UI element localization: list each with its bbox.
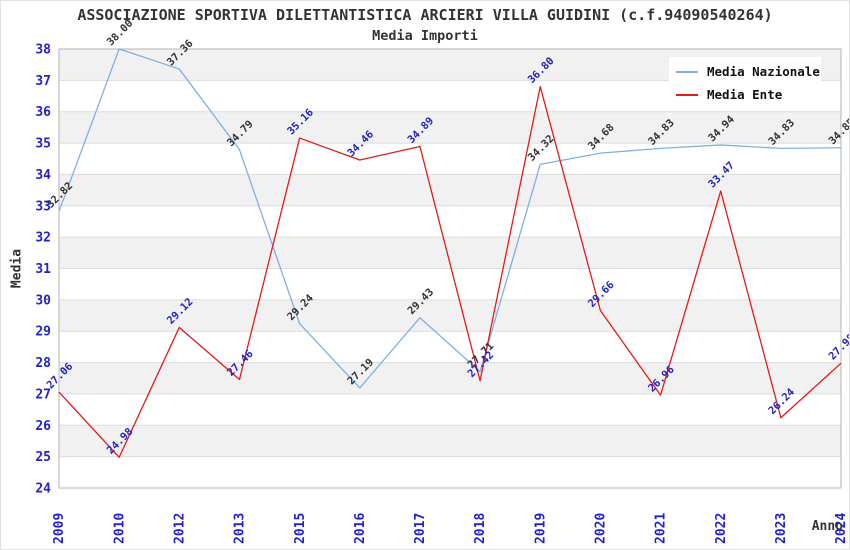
plot-border <box>58 48 842 489</box>
y-tick-label: 36 <box>35 105 51 120</box>
x-tick-label: 2019 <box>533 513 548 544</box>
legend: Media Nazionale Media Ente <box>669 57 821 110</box>
y-tick-label: 33 <box>35 199 51 214</box>
legend-line-sample-blue-icon <box>676 70 698 73</box>
y-tick-label: 28 <box>35 356 51 371</box>
x-tick-label: 2020 <box>594 513 609 544</box>
data-point-label: 38.00 <box>105 17 136 48</box>
y-tick-label: 25 <box>35 450 51 465</box>
grid-bands <box>59 49 841 457</box>
x-tick-label: 2013 <box>233 513 248 544</box>
y-tick-label: 27 <box>35 387 51 402</box>
x-tick-label: 2021 <box>654 513 669 544</box>
legend-item-media-ente: Media Ente <box>676 83 821 106</box>
x-tick-label: 2009 <box>52 513 67 544</box>
x-tick-label: 2016 <box>353 513 368 544</box>
y-tick-label: 38 <box>35 43 51 58</box>
x-tick-labels: 2009 2010 2012 2013 2015 2016 2017 2018 2019 2020… <box>52 513 849 544</box>
legend-item-media-nazionale: Media Nazionale <box>676 60 821 83</box>
y-tick-label: 26 <box>35 419 51 434</box>
y-tick-label: 31 <box>35 262 51 277</box>
x-axis-title: Anno <box>811 519 843 534</box>
y-tick-label: 30 <box>35 293 51 308</box>
y-tick-label: 34 <box>35 168 51 183</box>
legend-label: Media Ente <box>707 87 783 102</box>
chart-subtitle: Media Importi <box>372 28 478 44</box>
series-line-media-ente <box>58 85 842 458</box>
y-tick-label: 29 <box>35 325 51 340</box>
y-tick-label: 32 <box>35 231 51 246</box>
x-tick-label: 2022 <box>714 513 729 544</box>
x-tick-label: 2015 <box>293 513 308 544</box>
y-tick-label: 24 <box>35 482 51 497</box>
x-tick-label: 2018 <box>473 513 488 544</box>
x-tick-label: 2010 <box>112 513 127 544</box>
legend-label: Media Nazionale <box>707 64 820 79</box>
x-tick-label: 2024 <box>834 513 849 544</box>
x-tick-label: 2017 <box>413 513 428 544</box>
y-tick-labels: 24 25 26 27 28 29 30 31 32 33 34 35 36 37 38 <box>35 43 51 497</box>
series-line-media-nazionale <box>58 48 842 389</box>
y-tick-label: 35 <box>35 137 51 152</box>
x-tick-label: 2023 <box>774 513 789 544</box>
data-point-label: 27.98 <box>826 332 850 363</box>
x-tick-label: 2012 <box>172 513 187 544</box>
legend-line-sample-red-icon <box>676 93 698 96</box>
chart-title: ASSOCIAZIONE SPORTIVA DILETTANTISTICA AR… <box>77 6 773 24</box>
y-tick-label: 37 <box>35 74 51 89</box>
